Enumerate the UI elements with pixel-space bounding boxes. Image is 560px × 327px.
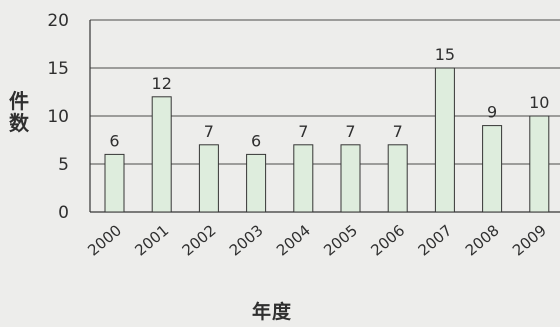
bar-2002 bbox=[198, 144, 219, 213]
data-label-2005: 7 bbox=[345, 122, 355, 141]
data-label-2007: 15 bbox=[435, 45, 455, 64]
y-tick-label: 0 bbox=[58, 203, 69, 223]
data-label-2008: 9 bbox=[487, 103, 497, 122]
data-label-2000: 6 bbox=[109, 131, 119, 150]
data-label-2003: 6 bbox=[251, 131, 261, 150]
x-tick-label-2009: 2009 bbox=[509, 221, 550, 259]
x-tick-label-2005: 2005 bbox=[320, 221, 361, 259]
y-tick-label: 10 bbox=[47, 107, 69, 127]
bar-2007 bbox=[434, 67, 455, 213]
bar-2006 bbox=[387, 144, 408, 213]
data-label-2006: 7 bbox=[393, 122, 403, 141]
x-tick-label-2004: 2004 bbox=[273, 221, 314, 259]
bar-2009 bbox=[529, 115, 550, 213]
data-label-2004: 7 bbox=[298, 122, 308, 141]
y-tick-label: 20 bbox=[47, 11, 69, 31]
bar-2000 bbox=[104, 153, 125, 213]
x-tick-label-2006: 2006 bbox=[367, 221, 408, 259]
x-axis-label: 年度 bbox=[252, 301, 293, 323]
bar-2003 bbox=[246, 153, 267, 213]
x-tick-label-2002: 2002 bbox=[179, 221, 220, 259]
data-label-2001: 12 bbox=[152, 74, 172, 93]
data-label-2002: 7 bbox=[204, 122, 214, 141]
bar-2004 bbox=[293, 144, 314, 213]
x-tick-label-2007: 2007 bbox=[415, 221, 456, 259]
y-axis-label-char-1: 件 bbox=[9, 89, 29, 113]
x-tick-label-2003: 2003 bbox=[226, 221, 267, 259]
y-tick-label: 5 bbox=[58, 155, 69, 175]
bar-2008 bbox=[482, 125, 503, 213]
x-tick-label-2008: 2008 bbox=[462, 221, 503, 259]
y-axis-label-char-2: 数 bbox=[9, 111, 29, 135]
bar-2001 bbox=[151, 96, 172, 213]
x-tick-label-2001: 2001 bbox=[131, 221, 172, 259]
bar-2005 bbox=[340, 144, 361, 213]
x-tick-label-2000: 2000 bbox=[84, 221, 125, 259]
y-tick-label: 15 bbox=[47, 59, 69, 79]
data-label-2009: 10 bbox=[529, 93, 549, 112]
